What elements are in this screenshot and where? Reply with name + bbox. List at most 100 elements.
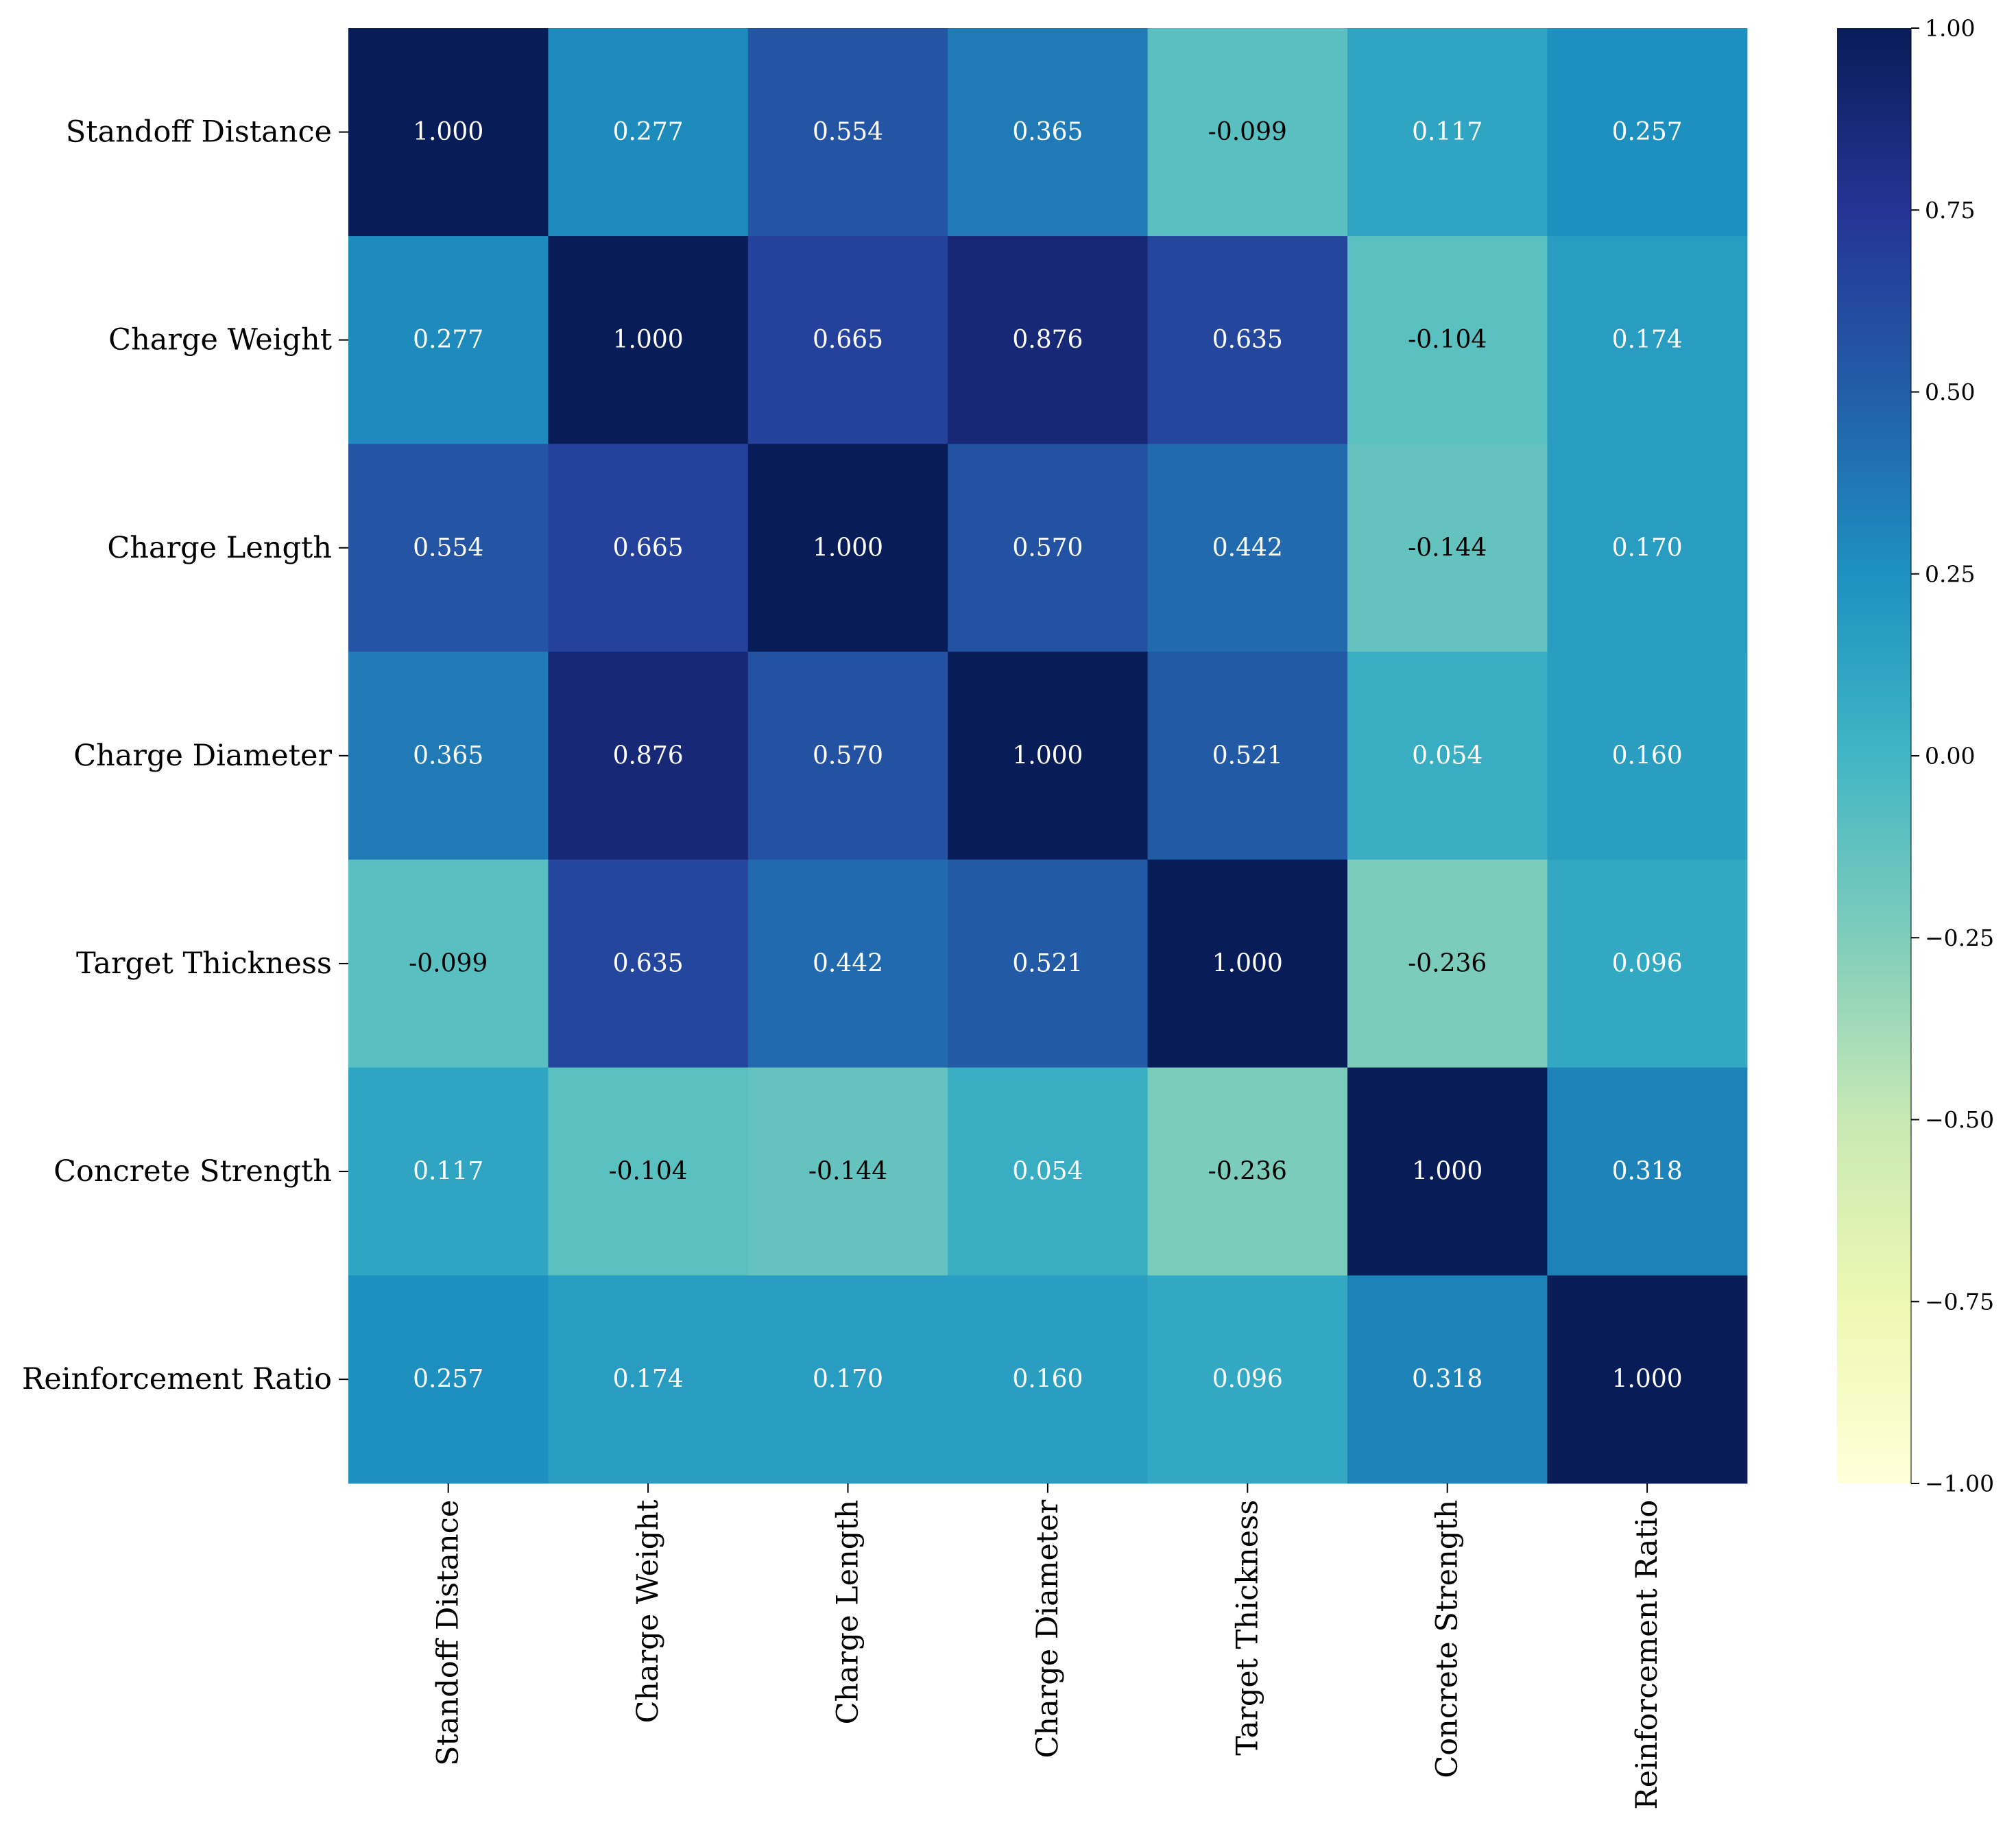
cell-value-label: 0.570 [813, 741, 883, 770]
colorbar-tick-label: 1.00 [1925, 15, 1975, 42]
colorbar-tick-label: 0.25 [1925, 560, 1975, 587]
heatmap-cell [1347, 1067, 1548, 1276]
heatmap-cell [948, 1275, 1149, 1484]
colorbar: 1.00 0.75 0.50 0.25 0.00 −0.25 −0.50 −0.75 −1.00 [1837, 15, 1994, 1497]
cell-value-label: 1.000 [1612, 1366, 1683, 1394]
cell-value-label: 0.318 [1612, 1158, 1683, 1186]
column-labels: Standoff Distance Charge Weight Charge Len… [431, 1483, 1664, 1810]
cell-value-label: 1.000 [413, 118, 483, 146]
cell-value-label: 0.096 [1212, 1366, 1283, 1394]
row-label: Charge Weight [108, 323, 332, 357]
cell-value-label: 0.096 [1612, 949, 1683, 977]
column-label: Target Thickness [1230, 1500, 1264, 1756]
heatmap-cell [948, 859, 1149, 1069]
heatmap-cell [1547, 1067, 1748, 1276]
cell-value-label: -0.144 [1408, 534, 1487, 562]
heatmap-cell [548, 859, 749, 1069]
cell-value-label: 0.665 [613, 534, 684, 562]
heatmap-cells: 1.000 0.277 0.554 0.365 -0.099 0.117 0.257 0.27… [348, 28, 1748, 1484]
cell-value-label: 0.257 [1612, 118, 1683, 146]
heatmap-cell [747, 28, 948, 237]
cell-value-label: 0.876 [1012, 326, 1083, 354]
cell-value-label: 0.365 [413, 741, 483, 770]
row-label: Target Thickness [76, 946, 332, 981]
row-label: Standoff Distance [66, 115, 332, 150]
heatmap-cell [1547, 444, 1748, 652]
heatmap-cell [348, 444, 549, 652]
heatmap-cell [747, 444, 948, 652]
cell-value-label: -0.099 [1208, 118, 1287, 146]
cell-value-label: 0.170 [1612, 534, 1683, 562]
heatmap-cell [1147, 1275, 1348, 1484]
heatmap-cell [747, 236, 948, 444]
heatmap-cell [747, 859, 948, 1069]
column-label: Concrete Strength [1430, 1500, 1465, 1778]
column-label: Charge Length [831, 1500, 865, 1725]
cell-value-label: 0.570 [1012, 534, 1083, 562]
row-labels: Standoff Distance Charge Weight Charge Len… [22, 115, 348, 1396]
colorbar-tick-label: 0.00 [1925, 743, 1975, 770]
heatmap-cell [1347, 28, 1548, 237]
cell-value-label: 0.257 [413, 1366, 483, 1394]
heatmap-cell [948, 236, 1149, 444]
heatmap-cell [1547, 859, 1748, 1069]
cell-value-label: -0.236 [1208, 1158, 1287, 1186]
cell-value-label: 0.665 [813, 326, 883, 354]
cell-value-label: 0.365 [1012, 118, 1083, 146]
heatmap-cell [1147, 652, 1348, 860]
heatmap-cell [348, 652, 549, 860]
cell-value-label: 0.318 [1412, 1366, 1483, 1394]
cell-value-label: 0.117 [413, 1158, 483, 1186]
cell-value-label: -0.099 [409, 949, 488, 977]
heatmap-cell [348, 1067, 549, 1276]
column-label: Reinforcement Ratio [1630, 1500, 1664, 1810]
colorbar-gradient [1837, 28, 1911, 1483]
cell-value-label: 1.000 [813, 534, 883, 562]
cell-value-label: 1.000 [1012, 741, 1083, 770]
heatmap-cell [1347, 652, 1548, 860]
column-label: Charge Weight [631, 1500, 665, 1724]
column-label: Standoff Distance [431, 1500, 466, 1766]
heatmap-cell [1147, 444, 1348, 652]
colorbar-tick-label: −0.50 [1925, 1106, 1994, 1133]
cell-value-label: -0.104 [1408, 326, 1487, 354]
cell-value-label: 0.277 [413, 326, 483, 354]
cell-value-label: 0.442 [1212, 534, 1283, 562]
heatmap-cell [348, 859, 549, 1069]
cell-value-label: 0.174 [1612, 326, 1683, 354]
heatmap-cell [747, 1275, 948, 1484]
cell-value-label: 0.174 [613, 1366, 684, 1394]
cell-value-label: 0.876 [613, 741, 684, 770]
colorbar-ticks: 1.00 0.75 0.50 0.25 0.00 −0.25 −0.50 −0.75 −1.00 [1911, 15, 1994, 1497]
cell-value-label: 0.117 [1412, 118, 1483, 146]
heatmap-cell [1147, 859, 1348, 1069]
cell-value-label: 0.635 [613, 949, 684, 977]
colorbar-tick-label: −1.00 [1925, 1470, 1994, 1497]
heatmap-cell [1347, 1275, 1548, 1484]
heatmap-cell [548, 444, 749, 652]
heatmap-cell [1147, 1067, 1348, 1276]
heatmap-cell [948, 652, 1149, 860]
row-label: Concrete Strength [53, 1154, 332, 1189]
heatmap-cell [548, 236, 749, 444]
heatmap-cell [348, 1275, 549, 1484]
row-label: Charge Diameter [73, 739, 332, 773]
heatmap-cell [1547, 28, 1748, 237]
heatmap-cell [348, 28, 549, 237]
cell-value-label: 0.160 [1612, 741, 1683, 770]
heatmap-cell [1147, 236, 1348, 444]
cell-value-label: -0.144 [808, 1158, 887, 1186]
cell-value-label: -0.104 [608, 1158, 687, 1186]
cell-value-label: 1.000 [1412, 1158, 1483, 1186]
heatmap-cell [1547, 1275, 1748, 1484]
cell-value-label: 0.635 [1212, 326, 1283, 354]
heatmap-cell [1547, 236, 1748, 444]
cell-value-label: 0.442 [813, 949, 883, 977]
cell-value-label: 0.521 [1212, 741, 1283, 770]
cell-value-label: 1.000 [1212, 949, 1283, 977]
heatmap-cell [348, 236, 549, 444]
heatmap-cell [548, 1275, 749, 1484]
heatmap-cell [1547, 652, 1748, 860]
heatmap-cell [548, 1067, 749, 1276]
